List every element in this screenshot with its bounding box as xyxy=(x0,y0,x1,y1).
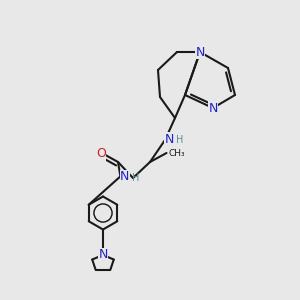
Text: CH₃: CH₃ xyxy=(169,148,185,158)
Text: N: N xyxy=(165,133,174,146)
Text: N: N xyxy=(120,170,130,184)
Text: H: H xyxy=(176,135,184,145)
Text: N: N xyxy=(98,248,108,262)
Text: H: H xyxy=(132,173,139,183)
Text: O: O xyxy=(96,147,106,160)
Text: N: N xyxy=(195,46,205,59)
Text: N: N xyxy=(208,101,218,115)
